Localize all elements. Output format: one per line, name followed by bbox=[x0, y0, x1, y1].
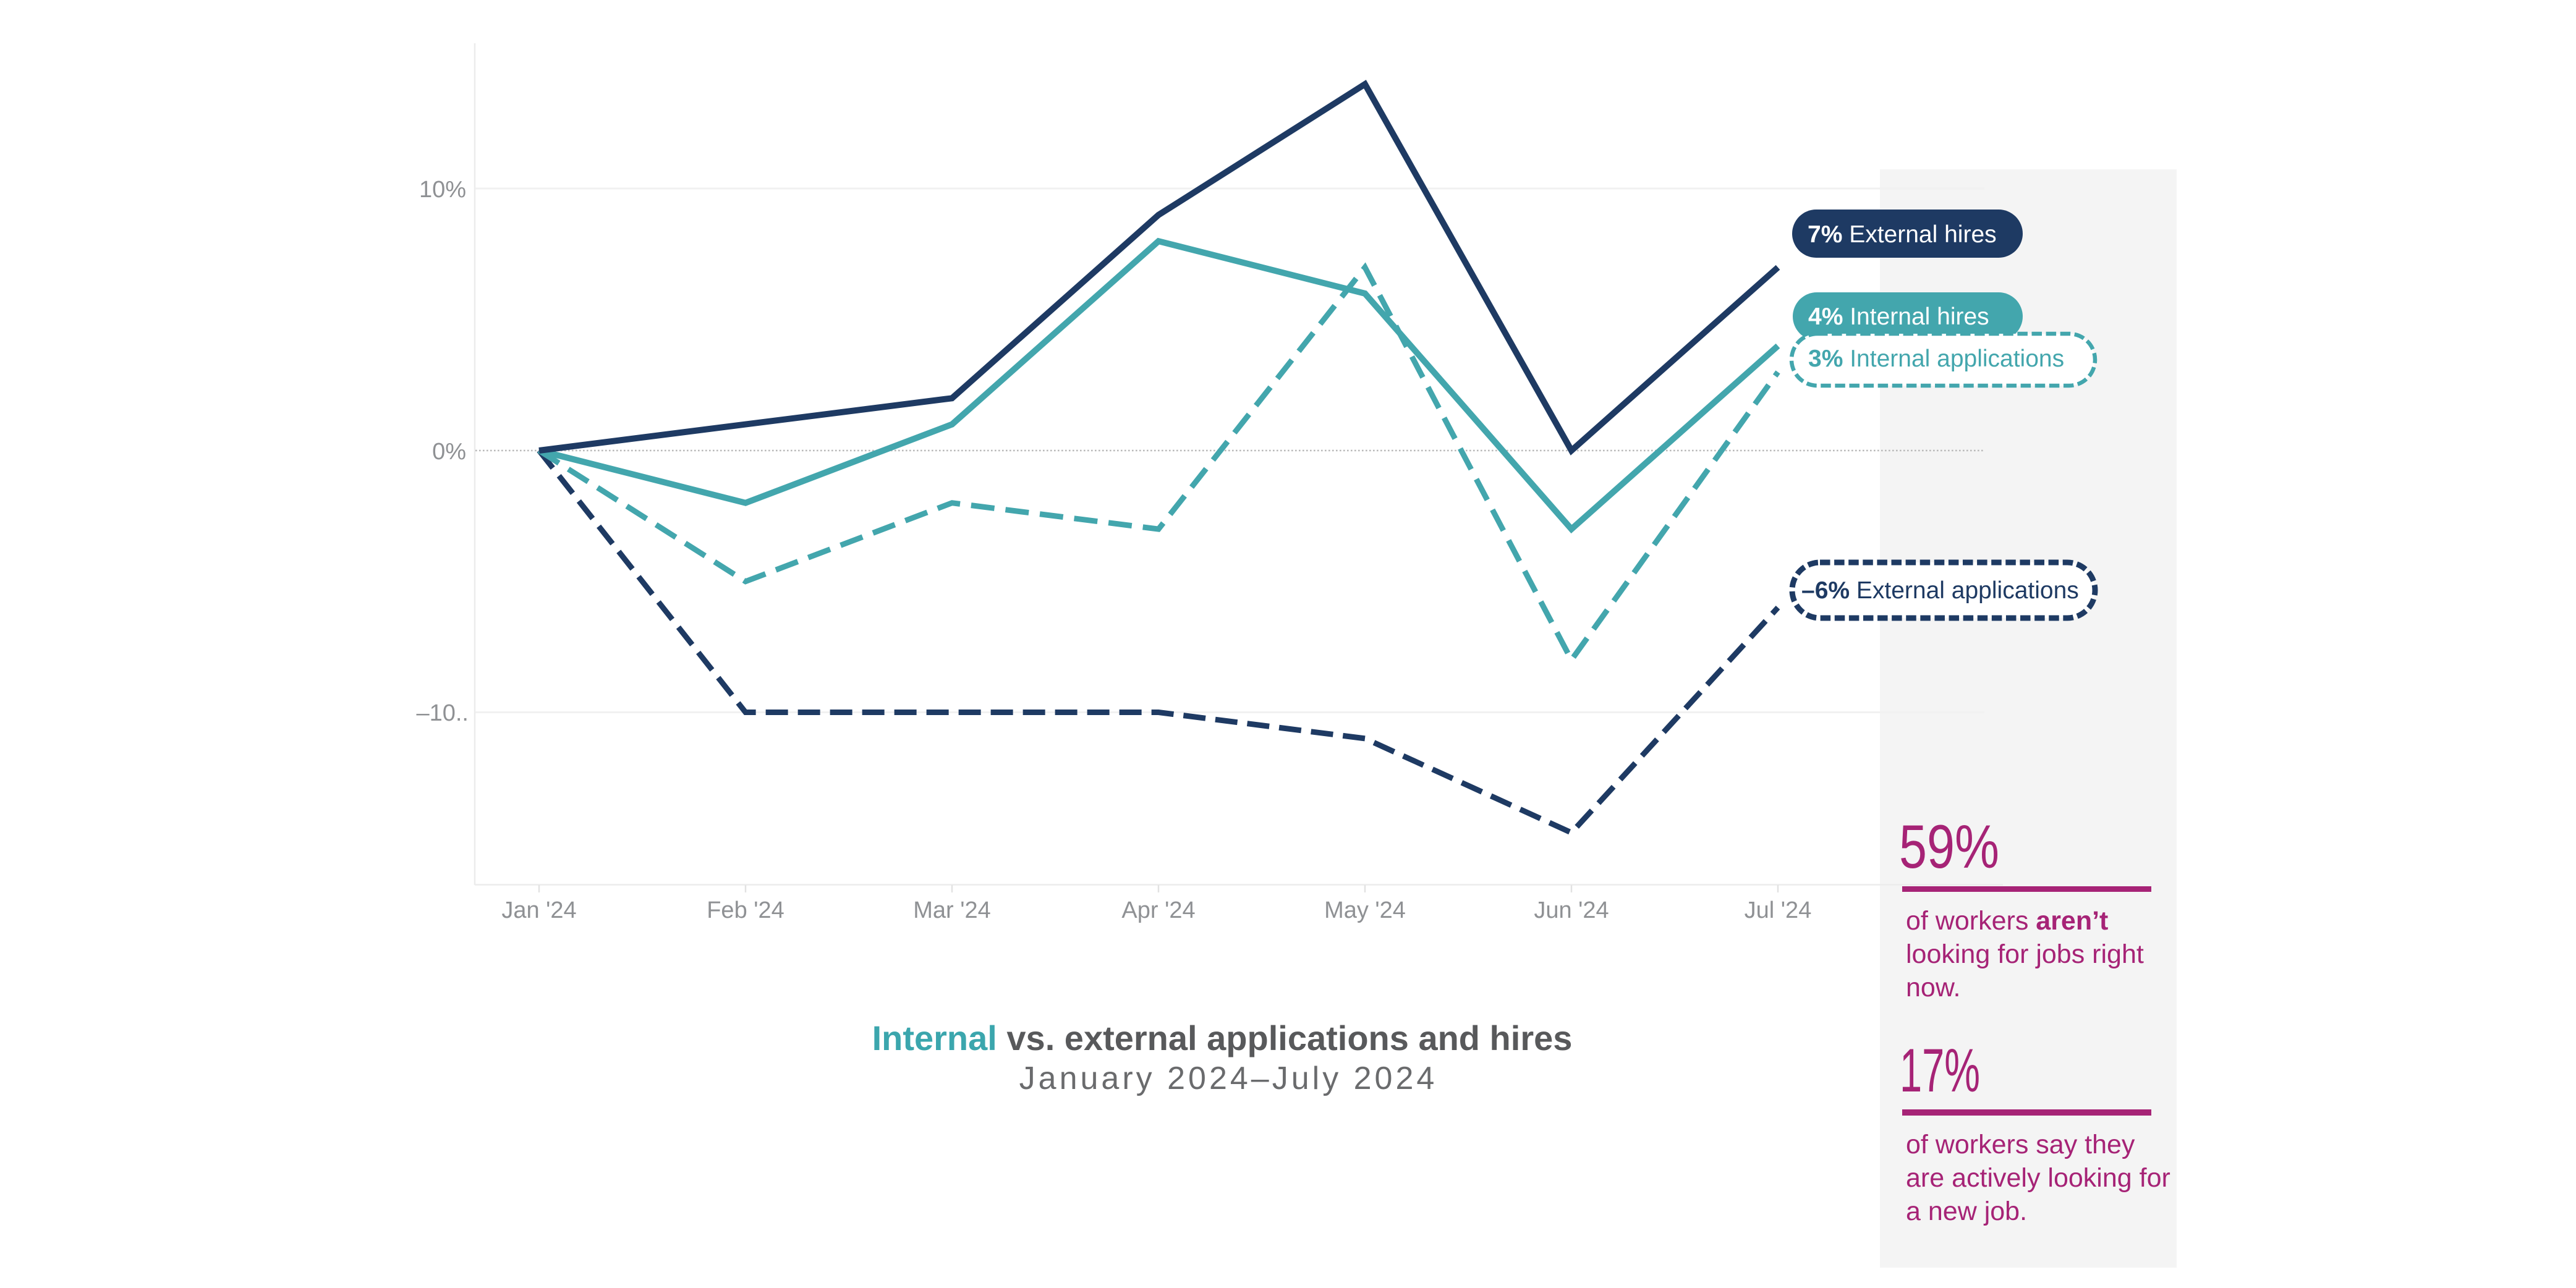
svg-text:Mar '24: Mar '24 bbox=[913, 897, 991, 923]
svg-text:Jun '24: Jun '24 bbox=[1534, 897, 1609, 923]
svg-text:–6% External applications: –6% External applications bbox=[1801, 577, 2079, 604]
svg-text:–10..: –10.. bbox=[416, 700, 469, 726]
svg-text:now.: now. bbox=[1906, 973, 1960, 1002]
svg-text:Jul '24: Jul '24 bbox=[1745, 897, 1812, 923]
svg-text:0%: 0% bbox=[432, 439, 466, 465]
svg-text:59%: 59% bbox=[1899, 812, 1999, 881]
svg-text:of workers aren’t: of workers aren’t bbox=[1906, 906, 2108, 936]
svg-text:are actively looking for: are actively looking for bbox=[1906, 1163, 2170, 1193]
svg-text:January 2024–July 2024: January 2024–July 2024 bbox=[1019, 1061, 1438, 1096]
svg-text:a new job.: a new job. bbox=[1906, 1197, 2027, 1226]
svg-text:4% Internal hires: 4% Internal hires bbox=[1808, 303, 1989, 330]
svg-text:10%: 10% bbox=[419, 177, 466, 203]
svg-text:May '24: May '24 bbox=[1324, 897, 1406, 923]
svg-text:looking for jobs right: looking for jobs right bbox=[1906, 939, 2144, 969]
svg-text:7% External hires: 7% External hires bbox=[1808, 221, 1997, 248]
svg-text:Feb '24: Feb '24 bbox=[707, 897, 784, 923]
svg-text:Apr '24: Apr '24 bbox=[1121, 897, 1195, 923]
svg-text:17%: 17% bbox=[1900, 1036, 1980, 1104]
svg-text:Jan '24: Jan '24 bbox=[501, 897, 576, 923]
svg-text:of workers say they: of workers say they bbox=[1906, 1130, 2135, 1159]
svg-text:Internal vs. external applicat: Internal vs. external applications and h… bbox=[872, 1019, 1573, 1057]
svg-text:3% Internal applications: 3% Internal applications bbox=[1808, 345, 2064, 372]
